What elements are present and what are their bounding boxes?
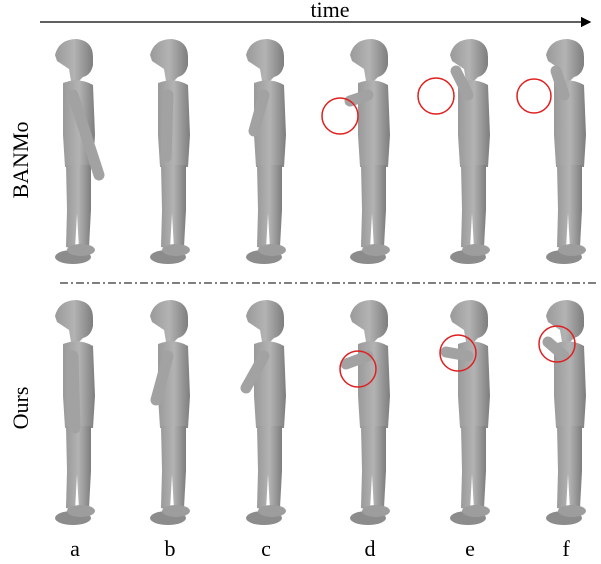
arm [73, 356, 75, 428]
person-render [246, 300, 286, 525]
arm [346, 356, 368, 364]
person-render [450, 300, 490, 525]
time-label: time [310, 0, 349, 22]
arm [446, 352, 468, 356]
column-label: d [365, 536, 376, 561]
row-label: BANMo [8, 121, 33, 198]
column-label: a [70, 536, 80, 561]
figure: time BANMo Ours a b c d e f [0, 0, 601, 564]
renders [55, 39, 586, 525]
person-render [350, 300, 390, 525]
column-label: c [261, 536, 271, 561]
column-label: f [562, 536, 570, 561]
column-label: e [465, 536, 475, 561]
column-labels: a b c d e f [70, 536, 570, 561]
person-render [546, 300, 586, 525]
arm [350, 95, 368, 101]
person-render [150, 300, 190, 525]
row-label: Ours [8, 387, 33, 430]
arm [556, 71, 564, 95]
column-label: b [165, 536, 176, 561]
arm [166, 95, 168, 157]
person-render [350, 39, 390, 264]
person-render [246, 39, 286, 264]
